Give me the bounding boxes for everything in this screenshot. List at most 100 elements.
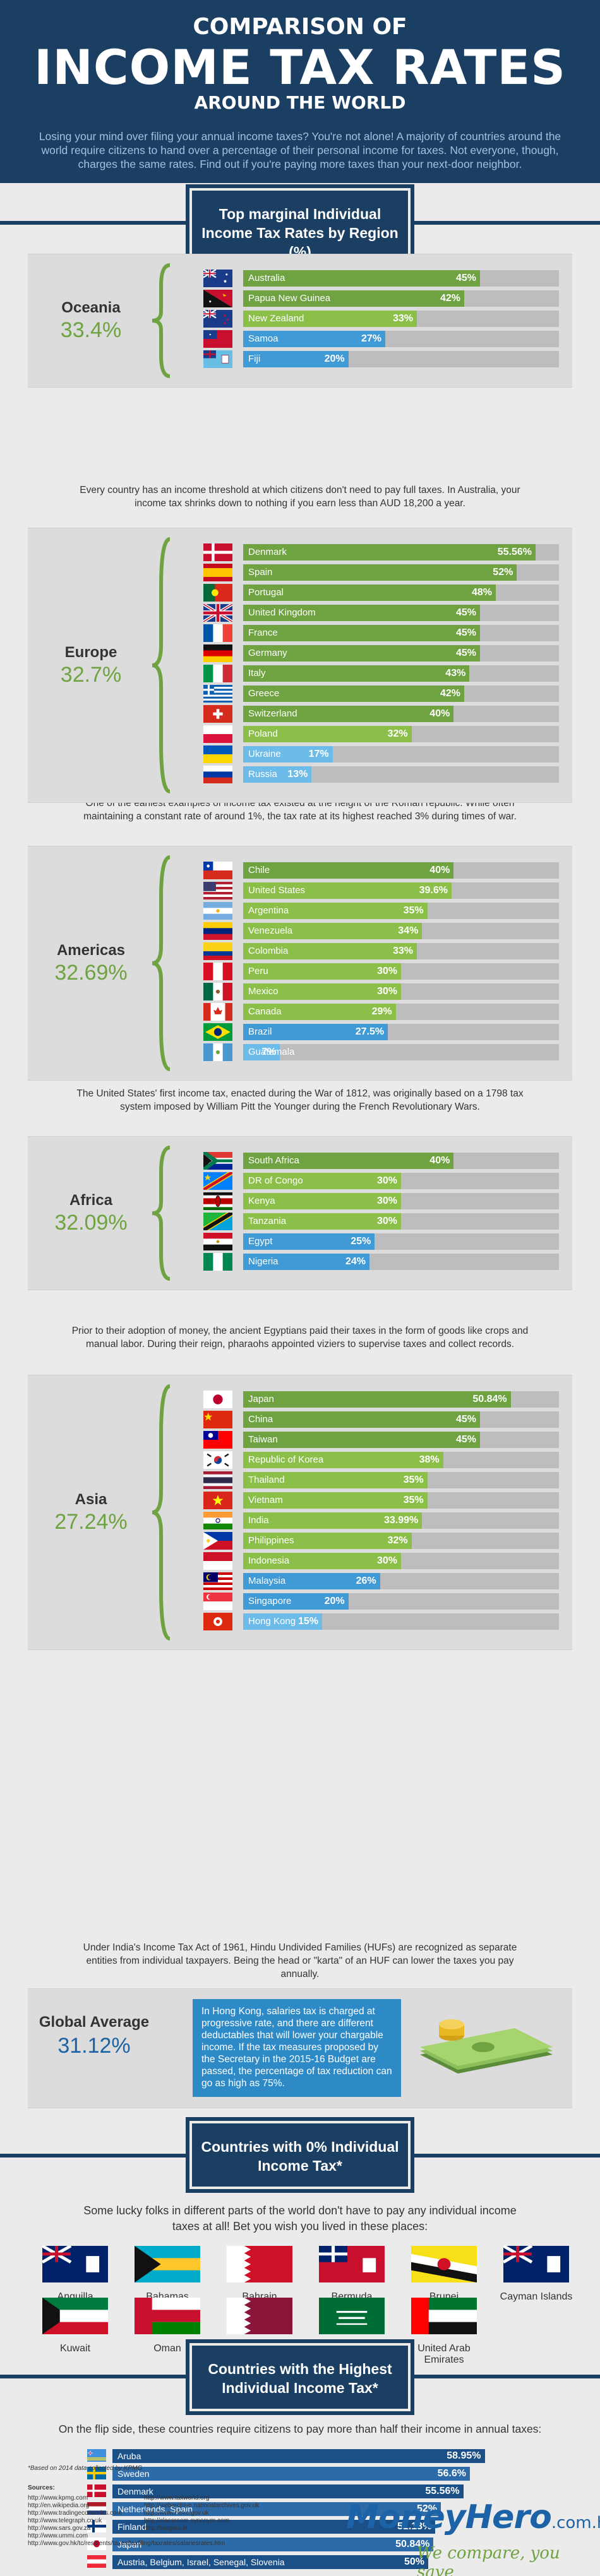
denmark-flag-icon [203, 543, 232, 561]
vietnam-flag-icon [203, 1492, 232, 1509]
region-average: 32.69% [54, 961, 128, 985]
title-line2: INCOME TAX RATES [33, 39, 567, 95]
bar-fill [243, 1213, 401, 1230]
bar-fiji: Fiji 20% [243, 351, 559, 367]
bar-value: 30% [376, 966, 397, 976]
bar-label: Singapore [248, 1596, 292, 1606]
bar-colombia: Colombia 33% [243, 943, 559, 959]
bar-canada: Canada 29% [243, 1004, 559, 1020]
bar-brazil: Brazil 27.5% [243, 1024, 559, 1040]
source-link[interactable]: http://www.hmrc.gov.uk [144, 2510, 209, 2517]
south-africa-flag-icon [202, 1150, 232, 1172]
bar-label: Fiji [248, 353, 261, 364]
bar-label: Taiwan [248, 1434, 278, 1445]
bar-label: Philippines [248, 1535, 294, 1546]
hong-kong-note: In Hong Kong, salaries tax is charged at… [193, 1999, 401, 2097]
bar-chile: Chile 40% [243, 862, 559, 879]
source-link[interactable]: http://classroom.synonym.com [144, 2517, 230, 2524]
aruba-flag-icon [87, 2449, 106, 2462]
bar-label: Chile [248, 865, 270, 875]
highest-bar-japan: Japan 50.84% [112, 2537, 491, 2551]
zero-country-bahrain: Bahrain [212, 2246, 307, 2303]
bar-fill [243, 1004, 396, 1020]
note-africa: Prior to their adoption of money, the an… [71, 1326, 529, 1350]
bar-value: 39.6% [419, 885, 448, 896]
bar-value: 27% [361, 333, 381, 344]
bar-fill [243, 1173, 401, 1189]
intro-text: Losing your mind over filing your annual… [39, 130, 561, 170]
bar-india: India 33.99% [243, 1512, 559, 1529]
source-link[interactable]: http://www.tradingeconomics.com [28, 2510, 122, 2517]
zero-intro: Some lucky folks in different parts of t… [83, 2204, 517, 2233]
bar-label: Russia [248, 769, 277, 780]
bar-track [243, 1044, 559, 1060]
egypt-flag-icon [203, 1233, 232, 1251]
bar-france: France 45% [243, 625, 559, 641]
bar-value: 56.6% [437, 2468, 466, 2479]
bar-label: Kenya [248, 1196, 275, 1206]
bar-value: 7% [261, 1047, 277, 1057]
bar-russia: Russia 13% [243, 766, 559, 783]
bar-switzerland: Switzerland 40% [243, 706, 559, 722]
bar-republic-of-korea: Republic of Korea 38% [243, 1452, 559, 1468]
country-name: Cayman Islands [500, 2291, 573, 2302]
region-name: Americas [56, 942, 126, 959]
bar-fill [243, 1193, 401, 1209]
bar-value: 52% [416, 2503, 437, 2514]
india-flag-icon [203, 1512, 232, 1530]
source-link[interactable]: http://www.gov.hk/tc/residents/taxes/tax… [28, 2540, 225, 2547]
bar-value: 35% [403, 905, 424, 916]
bar-mexico: Mexico 30% [243, 983, 559, 1000]
note-americas: The United States' first income tax, ena… [76, 1088, 524, 1112]
bar-label: Egypt [248, 1236, 273, 1247]
bar-label: Finland [117, 2522, 147, 2532]
bar-label: Brazil [248, 1026, 272, 1037]
highest-bar-netherlands-spain: Netherlands, Spain 52% [112, 2502, 491, 2516]
bar-label: New Zealand [248, 313, 304, 324]
australia-flag-icon [203, 269, 232, 287]
bar-value: 48% [471, 587, 492, 598]
source-link[interactable]: http://www.ummi.com [28, 2532, 88, 2539]
tanzania-flag-icon [201, 1209, 234, 1233]
bar-thailand: Thailand 35% [243, 1472, 559, 1488]
sweden-flag-icon [87, 2467, 106, 2479]
bar-taiwan: Taiwan 45% [243, 1432, 559, 1448]
bar-fill [243, 746, 333, 763]
finland-flag-icon [87, 2520, 106, 2532]
bar-value: 45% [455, 1414, 476, 1425]
bar-fill [243, 1613, 322, 1630]
zero-country-kuwait: Kuwait [28, 2298, 123, 2354]
bar-nigeria: Nigeria 24% [243, 1254, 559, 1270]
bar-label: Guatemala [248, 1047, 295, 1057]
bar-kenya: Kenya 30% [243, 1193, 559, 1209]
source-link[interactable]: http://www.taxworld.org [144, 2495, 210, 2502]
bar-fill [243, 1153, 454, 1169]
bar-fill [243, 1391, 511, 1408]
samoa-flag-icon [203, 330, 232, 348]
bar-fill [243, 270, 480, 287]
bar-fill [243, 862, 454, 879]
source-link[interactable]: http://www.kpmg.com [28, 2495, 88, 2502]
bar-fill [243, 1533, 412, 1549]
bar-fill [243, 686, 464, 702]
bar-ukraine: Ukraine 17% [243, 746, 559, 763]
bar-value: 45% [455, 273, 476, 283]
republic-of-korea-flag-icon [203, 1451, 232, 1469]
japan-flag-icon [203, 1391, 232, 1408]
money-stack-icon [420, 2019, 553, 2074]
source-link[interactable]: http://en.wikipedia.org [28, 2502, 90, 2509]
brand-logo[interactable]: MoneyHero.com.hk [346, 2498, 600, 2536]
bar-value: 38% [419, 1454, 440, 1465]
bar-fill [243, 983, 401, 1000]
bar-value: 24% [345, 1256, 366, 1267]
bar-fill [243, 331, 385, 347]
source-link[interactable]: http://webarchive.nationalarchives.gov.u… [144, 2502, 260, 2509]
bar-new-zealand: New Zealand 33% [243, 311, 559, 327]
source-link[interactable]: http://www.sars.gov.za [28, 2525, 91, 2532]
bar-poland: Poland 32% [243, 726, 559, 742]
bar-malaysia: Malaysia 26% [243, 1573, 559, 1589]
bar-label: Denmark [117, 2486, 153, 2496]
source-link[interactable]: http://taxguru.in [144, 2525, 188, 2532]
bar-value: 25% [351, 1236, 371, 1247]
source-link[interactable]: http://www.telegraph.co.uk [28, 2517, 102, 2524]
